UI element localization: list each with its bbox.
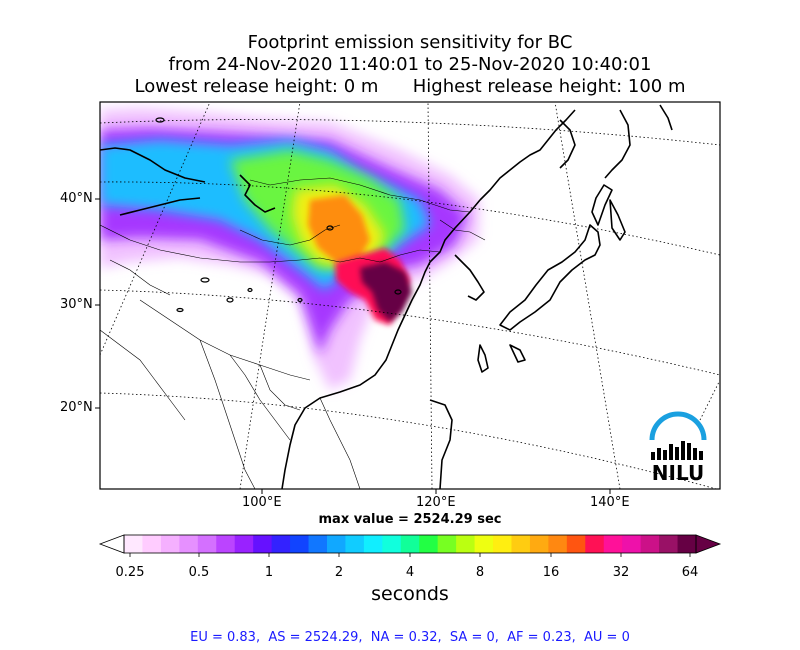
colorbar-swatch: [253, 535, 273, 553]
lat-label-40n: 40°N: [60, 191, 93, 206]
colorbar-min-arrow: [98, 534, 125, 554]
colorbar-swatch: [234, 535, 254, 553]
logo-arc: [649, 411, 707, 441]
max-value-label: max value = 2524.29 sec: [318, 512, 502, 527]
colorbar-swatch: [400, 535, 420, 553]
colorbar-swatch: [603, 535, 623, 553]
title-line-3: Lowest release height: 0 m Highest relea…: [0, 76, 800, 98]
title-line-1: Footprint emission sensitivity for BC: [247, 32, 573, 53]
colorbar-swatch: [160, 535, 180, 553]
colorbar-tick-label: 64: [681, 565, 699, 580]
colorbar-tick-label: 2: [334, 565, 344, 580]
lakes: [155, 117, 402, 313]
colorbar-swatch: [548, 535, 568, 553]
colorbar-swatch: [474, 535, 494, 553]
colorbar-tick-label: 32: [612, 565, 630, 580]
coastlines: [100, 104, 673, 489]
colorbar-swatch: [566, 535, 586, 553]
plume-max-dark: [360, 262, 412, 322]
plume-orange: [308, 195, 370, 262]
lowest-release-height: Lowest release height: 0 m: [134, 76, 379, 97]
colorbar-swatch: [640, 535, 660, 553]
colorbar-tick-label: 16: [542, 565, 560, 580]
colorbar-tick-label: 8: [475, 565, 485, 580]
colorbar-tick-label: 0.25: [115, 565, 145, 580]
lon-label-100e: 100°E: [242, 495, 282, 510]
lon-label-140e: 140°E: [590, 495, 630, 510]
highest-release-height: Highest release height: 100 m: [412, 76, 686, 97]
graticule: [100, 102, 720, 489]
colorbar-swatch: [585, 535, 605, 553]
colorbar-tick-label: 1: [264, 565, 274, 580]
colorbar-swatch: [179, 535, 199, 553]
colorbar-swatch: [456, 535, 476, 553]
colorbar-swatch: [216, 535, 236, 553]
colorbar-swatch: [142, 535, 162, 553]
colorbar-swatch: [659, 535, 679, 553]
lat-label-20n: 20°N: [60, 400, 93, 415]
colorbar-swatch: [290, 535, 310, 553]
borders: [100, 177, 486, 489]
logo-skyline: [651, 441, 703, 460]
colorbar-swatch: [124, 535, 143, 553]
colorbar-swatch: [677, 535, 697, 553]
map-frame: [99, 101, 721, 490]
colorbar-swatch: [197, 535, 217, 553]
lat-label-30n: 30°N: [60, 297, 93, 312]
colorbar-swatch: [382, 535, 402, 553]
colorbar-tick-label: 0.5: [188, 565, 210, 580]
colorbar-swatch: [622, 535, 642, 553]
colorbar-swatch: [308, 535, 328, 553]
lon-label-120e: 120°E: [416, 495, 456, 510]
colorbar-swatch: [326, 535, 346, 553]
colorbar-swatch: [437, 535, 457, 553]
colorbar-swatch: [511, 535, 531, 553]
colorbar-tick-label: 4: [405, 565, 415, 580]
title-line-2: from 24-Nov-2020 11:40:01 to 25-Nov-2020…: [168, 54, 652, 75]
colorbar-units: seconds: [371, 583, 449, 605]
nilu-logo: NILU: [649, 411, 707, 485]
colorbar-swatch: [493, 535, 512, 553]
colorbar-swatch: [529, 535, 549, 553]
region-totals: EU = 0.83, AS = 2524.29, NA = 0.32, SA =…: [190, 630, 630, 645]
colorbar-swatch: [345, 535, 365, 553]
colorbar: [98, 534, 722, 557]
colorbar-swatch: [363, 535, 383, 553]
colorbar-swatch: [419, 535, 439, 553]
colorbar-max-arrow: [695, 534, 722, 554]
colorbar-swatch: [271, 535, 291, 553]
logo-text: NILU: [652, 461, 704, 485]
